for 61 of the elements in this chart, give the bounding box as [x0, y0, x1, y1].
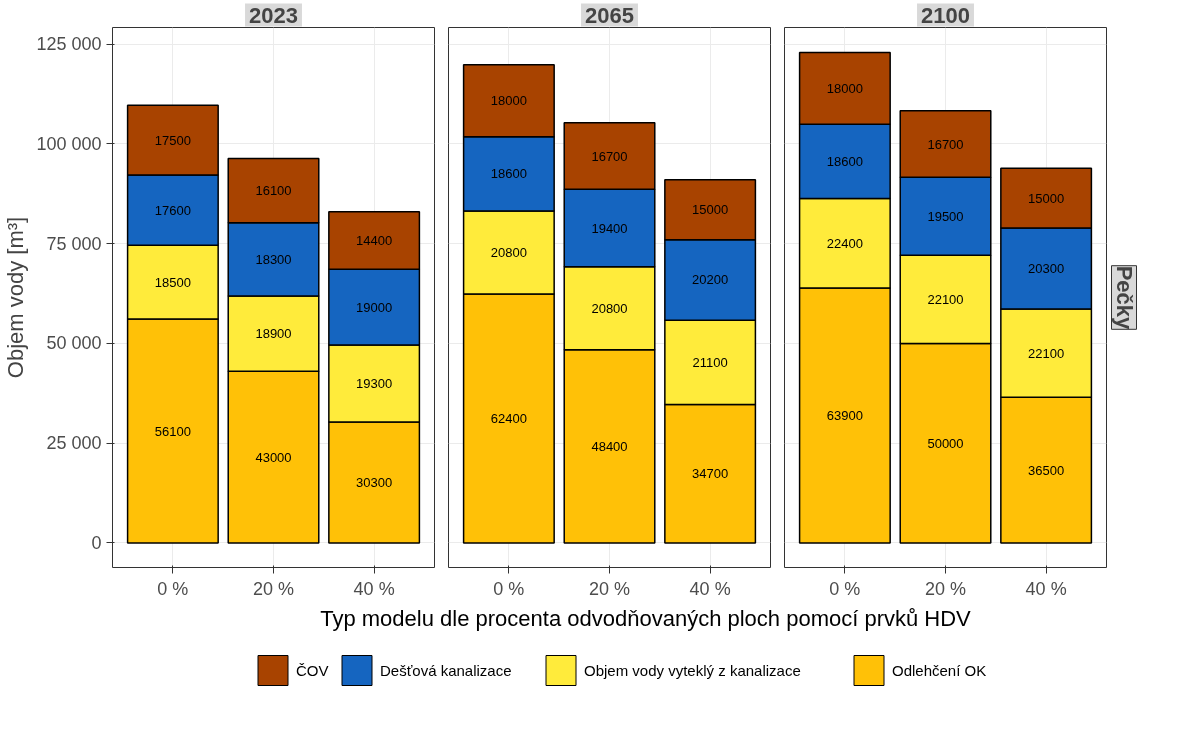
chart-title: 2100 [921, 2, 970, 28]
data-label: 22100 [1028, 345, 1065, 361]
data-label: 15000 [692, 202, 729, 218]
data-label: 21100 [692, 354, 728, 370]
legend-label: ČOV [296, 662, 329, 679]
data-label: 56100 [154, 423, 191, 439]
data-label: 18300 [255, 251, 292, 267]
x-tick-label: 20 % [924, 578, 967, 599]
data-label: 18600 [826, 153, 863, 169]
data-label: 20200 [692, 272, 729, 288]
data-label: 18000 [826, 80, 863, 96]
x-tick-label: 40 % [1025, 578, 1067, 599]
data-label: 19500 [927, 208, 964, 224]
data-label: 19400 [591, 220, 628, 236]
data-label: 22100 [927, 291, 964, 307]
data-label: 48400 [591, 438, 628, 454]
data-label: 63900 [826, 407, 863, 423]
x-tick-label: 20 % [252, 578, 295, 599]
data-label: 18600 [490, 166, 527, 182]
legend-label: Dešťová kanalizace [380, 662, 512, 679]
y-tick-label: 75 000 [46, 233, 102, 254]
data-label: 20300 [1028, 261, 1065, 277]
x-tick-label: 40 % [353, 578, 395, 599]
x-tick-label: 0 % [829, 578, 861, 599]
data-label: 16700 [927, 136, 964, 152]
data-label: 15000 [1028, 190, 1065, 206]
data-label: 30300 [356, 474, 393, 490]
data-label: 14400 [356, 232, 393, 248]
data-label: 18000 [490, 93, 527, 109]
legend-label: Objem vody vyteklý z kanalizace [584, 662, 801, 679]
data-label: 43000 [255, 449, 292, 465]
y-tick-label: 125 000 [36, 34, 102, 55]
data-label: 20800 [591, 300, 628, 316]
x-axis-title: Typ modelu dle procenta odvodňovaných ploch pomocí prvků HDV [320, 606, 972, 631]
data-label: 17500 [154, 132, 191, 148]
data-label: 19300 [356, 376, 393, 392]
data-label: 18900 [255, 326, 292, 342]
legend-label: Odlehčení OK [892, 662, 987, 679]
data-label: 18500 [154, 274, 191, 290]
y-axis-title: Objem vody [m³] [3, 216, 29, 379]
data-label: 36500 [1028, 462, 1065, 478]
chart-title: 2023 [249, 2, 298, 28]
data-label: 22400 [826, 235, 863, 251]
y-tick-label: 0 [91, 532, 102, 553]
data-label: 34700 [692, 466, 729, 482]
data-label: 19000 [356, 299, 393, 315]
x-tick-label: 20 % [588, 578, 631, 599]
data-label: 50000 [927, 435, 964, 451]
chart-title: 2065 [585, 2, 634, 28]
data-label: 62400 [490, 410, 527, 426]
data-label: 16700 [591, 148, 628, 164]
data-label: 17600 [154, 202, 191, 218]
x-tick-label: 0 % [157, 578, 189, 599]
data-label: 16100 [255, 183, 292, 199]
data-label: 20800 [490, 244, 527, 260]
text: Pečky [1111, 265, 1137, 331]
x-tick-label: 40 % [689, 578, 731, 599]
y-tick-label: 25 000 [46, 433, 102, 454]
y-tick-label: 100 000 [36, 133, 102, 154]
y-tick-label: 50 000 [46, 333, 102, 354]
x-tick-label: 0 % [493, 578, 525, 599]
